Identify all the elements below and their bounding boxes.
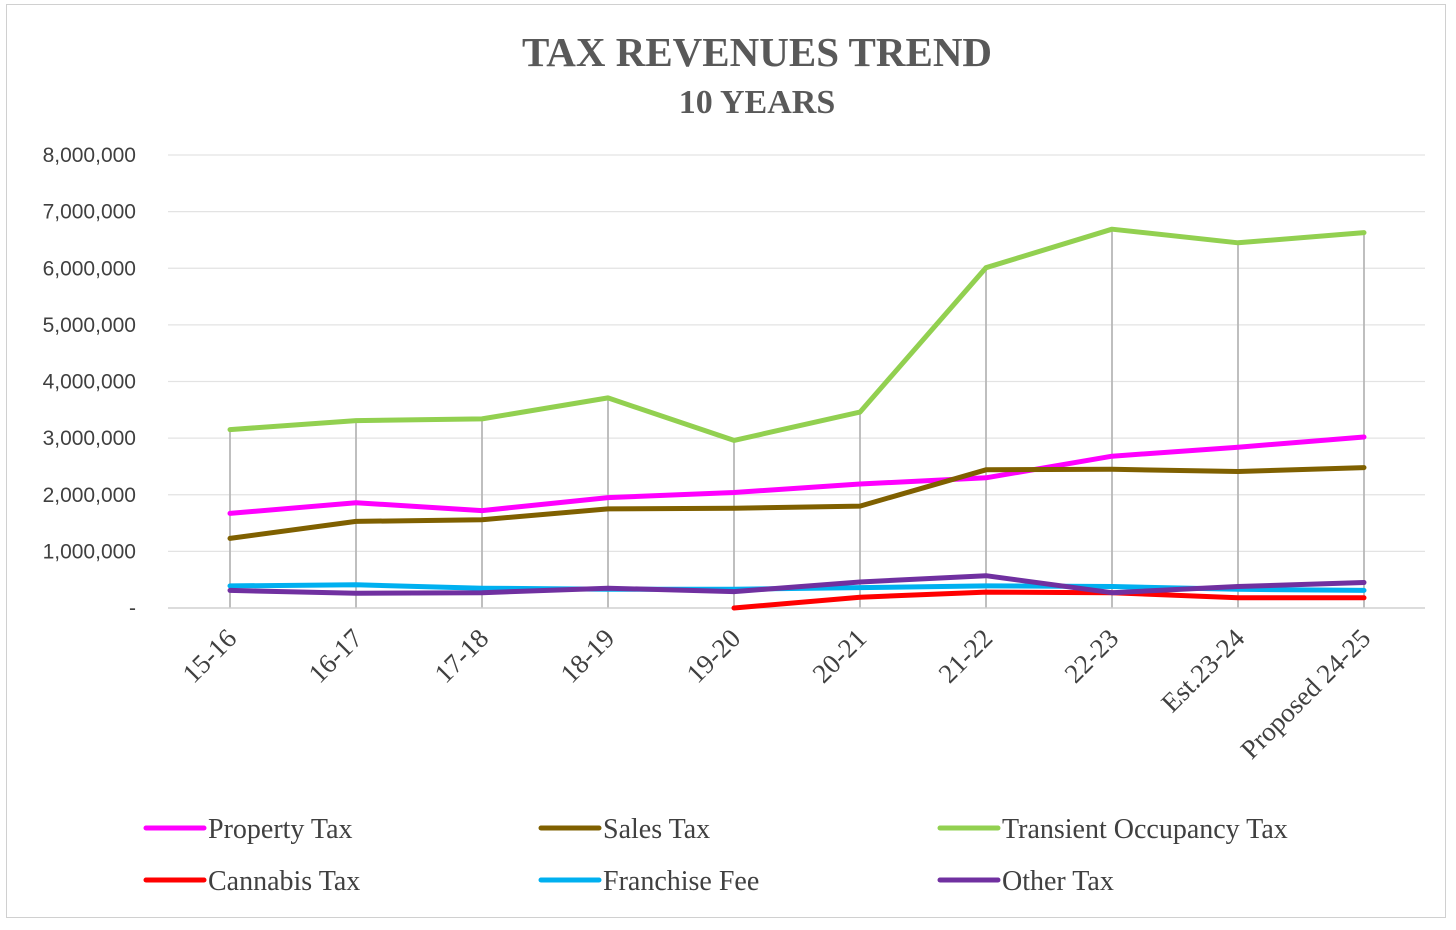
legend-label-cannabis-tax: Cannabis Tax xyxy=(208,866,360,897)
x-tick-label: 16-17 xyxy=(302,623,368,689)
y-tick-label: 7,000,000 xyxy=(43,201,136,224)
y-tick-label: 1,000,000 xyxy=(43,540,136,563)
series-line-property-tax xyxy=(227,434,1367,516)
x-tick-label: 19-20 xyxy=(680,623,746,689)
x-tick-label: 21-22 xyxy=(932,623,998,689)
x-tick-label: 17-18 xyxy=(428,623,494,689)
series-line-transient-occupancy-tax xyxy=(227,226,1367,443)
legend-label-property-tax: Property Tax xyxy=(208,814,353,845)
x-tick-label: 22-23 xyxy=(1058,623,1124,689)
series-lines xyxy=(227,226,1367,611)
y-tick-label: 2,000,000 xyxy=(43,484,136,507)
x-tick-label: 18-19 xyxy=(554,623,620,689)
legend: Property Tax Sales Tax Transient Occupancy… xyxy=(143,814,1288,897)
series-line-sales-tax xyxy=(227,465,1367,541)
series-line-cannabis-tax xyxy=(731,589,1367,611)
chart-frame xyxy=(6,4,1446,918)
x-tick-label: 15-16 xyxy=(176,623,242,689)
y-tick-label: 6,000,000 xyxy=(43,257,136,280)
y-tick-label: 3,000,000 xyxy=(43,427,136,450)
y-tick-label: 4,000,000 xyxy=(43,371,136,394)
y-tick-label: 5,000,000 xyxy=(43,314,136,337)
drop-lines xyxy=(229,229,1365,608)
x-tick-label: 20-21 xyxy=(806,623,872,689)
series-line-other-tax xyxy=(227,573,1367,596)
legend-label-other-tax: Other Tax xyxy=(1002,866,1114,897)
y-tick-label: - xyxy=(129,597,136,620)
x-tick-label: Est.23-24 xyxy=(1155,623,1250,718)
chart-title: TAX REVENUES TREND xyxy=(522,29,992,75)
y-tick-label: 8,000,000 xyxy=(43,144,136,167)
x-tick-label: Proposed 24-25 xyxy=(1235,623,1377,765)
legend-label-transient-occupancy-tax: Transient Occupancy Tax xyxy=(1002,814,1288,845)
chart-subtitle: 10 YEARS xyxy=(679,84,836,121)
legend-label-franchise-fee: Franchise Fee xyxy=(603,866,759,897)
gridlines xyxy=(168,154,1425,552)
legend-label-sales-tax: Sales Tax xyxy=(603,814,710,845)
